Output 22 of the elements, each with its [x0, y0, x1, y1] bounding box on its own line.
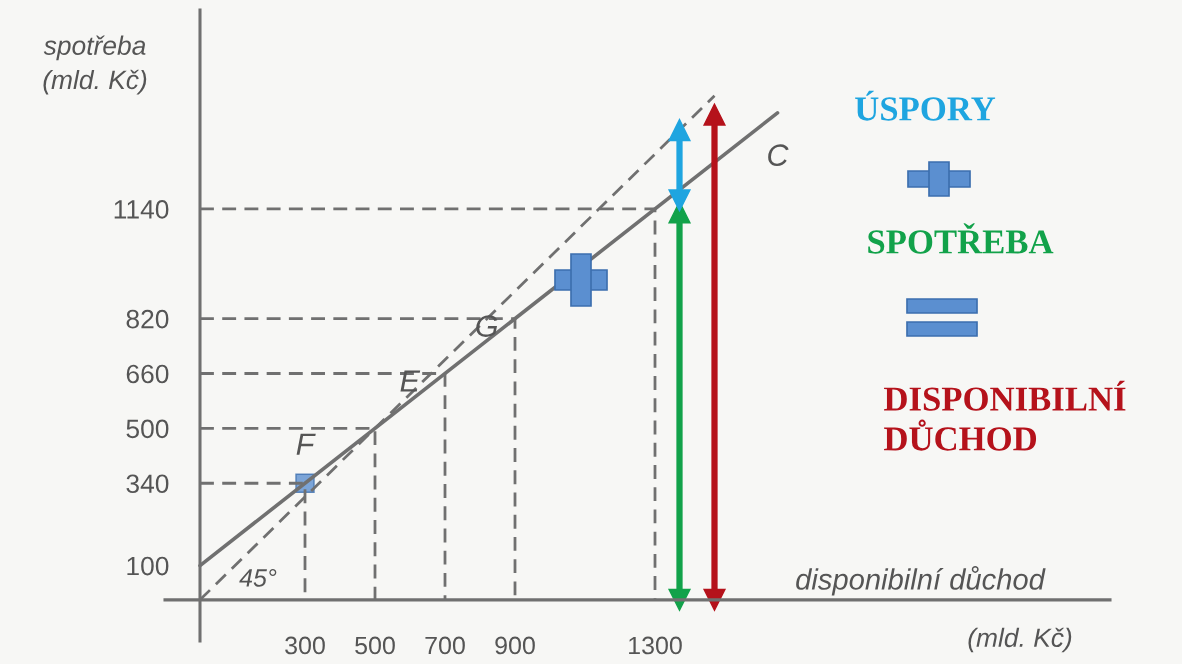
y-tick-label: 660	[126, 364, 169, 384]
x-tick-label: 700	[425, 636, 465, 655]
y-tick-label: 820	[126, 309, 169, 329]
y-tick-label: 340	[126, 474, 169, 494]
x-tick-label: 300	[285, 636, 325, 655]
y-axis-title: spotřeba (mld. Kč)	[43, 35, 147, 95]
y-tick-label: 500	[126, 419, 169, 439]
annotation: SPOTŘEBA	[868, 223, 1054, 254]
annotation: F	[296, 433, 316, 455]
annotation: DISPONIBILNÍ DŮCHOD	[884, 380, 1126, 451]
x-axis-title: disponibilní důchod	[796, 566, 1046, 596]
x-tick-label: 1300	[629, 636, 682, 655]
x-tick-label: 500	[355, 636, 395, 655]
annotation: E	[400, 370, 421, 392]
series-label: C	[768, 144, 789, 166]
y-tick-label: 100	[127, 556, 169, 576]
annotation: 45°	[239, 569, 277, 587]
annotation: G	[476, 315, 498, 337]
annotation: ÚSPORY	[855, 90, 996, 121]
annotation: (mld. Kč)	[968, 627, 1072, 653]
x-tick-label: 900	[495, 636, 535, 655]
y-tick-label: 1140	[114, 200, 169, 219]
